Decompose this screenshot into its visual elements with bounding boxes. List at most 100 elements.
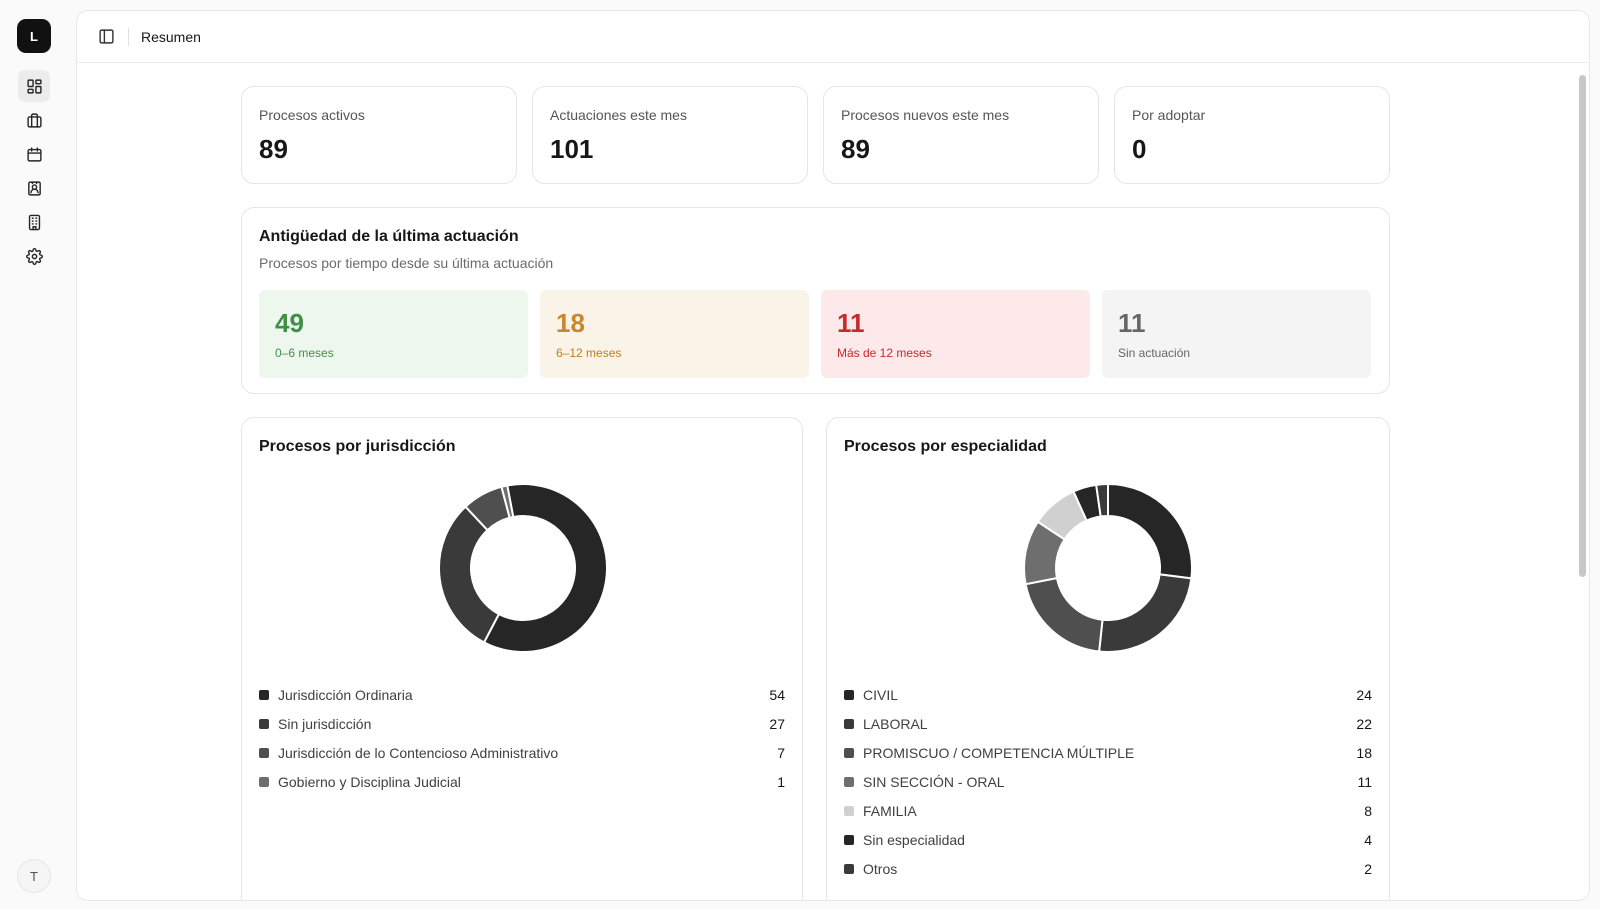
legend-count: 7 [777,744,785,761]
contact-icon [27,180,41,196]
section-subtitle: Procesos por tiempo desde su última actu… [259,255,554,271]
legend-label: Jurisdicción Ordinaria [278,686,413,703]
stat-label: Procesos nuevos este mes [841,107,1010,123]
sidebar-toggle-button[interactable] [94,25,118,49]
bucket-value: 49 [275,308,304,338]
legend-item[interactable]: Jurisdicción de lo Contencioso Administr… [259,738,785,767]
bucket-label: 0–6 meses [275,346,334,360]
age-bucket-over-12[interactable]: 11 Más de 12 meses [821,290,1090,378]
chart-card-jurisdiccion: Procesos por jurisdicción Jurisdicción O… [241,417,803,900]
legend-item[interactable]: Sin especialidad 4 [844,825,1372,854]
age-bucket-0-6[interactable]: 49 0–6 meses [259,290,528,378]
donut-slice[interactable] [1098,573,1193,653]
scrollbar[interactable] [1577,63,1587,900]
dashboard-icon [26,78,42,94]
legend-count: 1 [777,773,785,790]
legend-label: Gobierno y Disciplina Judicial [278,773,461,790]
legend-label: Sin jurisdicción [278,715,372,732]
legend-item[interactable]: FAMILIA 8 [844,796,1372,825]
legend-count: 54 [769,686,785,703]
sidebar-item-contacts[interactable] [18,172,50,204]
legend-swatch [844,776,854,787]
legend-item[interactable]: SIN SECCIÓN - ORAL 11 [844,767,1372,796]
sidebar-item-dashboard[interactable] [18,70,50,102]
donut-slice[interactable] [1107,483,1193,580]
briefcase-icon [26,112,42,128]
legend-count: 24 [1356,686,1372,703]
stat-value: 101 [550,134,594,164]
legend-swatch [844,805,854,816]
sidebar-nav [18,70,50,274]
building-icon [28,214,40,230]
legend-swatch [259,747,269,758]
legend-label: LABORAL [863,715,928,732]
legend-swatch [259,718,269,729]
legend-label: PROMISCUO / COMPETENCIA MÚLTIPLE [863,744,1135,761]
app-logo[interactable]: L [17,19,51,53]
stat-card-new: Procesos nuevos este mes 89 [823,86,1099,184]
age-section: Antigüedad de la última actuación Proces… [241,207,1390,394]
donut-slice[interactable] [1095,483,1109,518]
legend-item[interactable]: CIVIL 24 [844,680,1372,709]
legend-count: 18 [1356,744,1372,761]
legend-label: CIVIL [863,686,899,703]
stat-value: 89 [259,134,288,164]
legend-item[interactable]: Jurisdicción Ordinaria 54 [259,680,785,709]
legend-count: 27 [769,715,785,732]
stat-value: 0 [1132,134,1147,164]
section-title: Antigüedad de la última actuación [259,228,519,245]
sidebar-item-settings[interactable] [18,240,50,272]
legend-swatch [844,689,854,700]
legend-item[interactable]: Sin jurisdicción 27 [259,709,785,738]
age-bucket-none[interactable]: 11 Sin actuación [1102,290,1371,378]
scrollbar-thumb[interactable] [1579,75,1586,577]
legend-label: FAMILIA [863,802,917,819]
top-bar: Resumen [77,11,1589,63]
stat-value: 89 [841,134,870,164]
legend-item[interactable]: PROMISCUO / COMPETENCIA MÚLTIPLE 18 [844,738,1372,767]
bucket-label: 6–12 meses [556,346,622,360]
sidebar-item-offices[interactable] [18,206,50,238]
chart-legend: Jurisdicción Ordinaria 54 Sin jurisdicción… [259,680,785,796]
sidebar-toggle-icon [98,29,114,44]
legend-swatch [844,834,854,845]
sidebar-item-calendar[interactable] [18,138,50,170]
sidebar-item-processes[interactable] [18,104,50,136]
main-panel: Resumen Procesos activos 89 Actuaciones … [76,10,1590,901]
stat-label: Actuaciones este mes [550,107,687,123]
stat-card-active: Procesos activos 89 [241,86,517,184]
divider [128,27,129,46]
legend-label: SIN SECCIÓN - ORAL [863,773,1005,790]
chart-title: Procesos por especialidad [844,438,1047,455]
stat-card-pending: Por adoptar 0 [1114,86,1390,184]
bucket-label: Sin actuación [1118,346,1191,360]
bucket-label: Más de 12 meses [837,346,932,360]
donut-slice[interactable] [1024,576,1104,653]
stat-label: Por adoptar [1132,107,1206,123]
donut-slice[interactable] [500,484,515,519]
age-bucket-6-12[interactable]: 18 6–12 meses [540,290,809,378]
legend-swatch [844,718,854,729]
legend-item[interactable]: Gobierno y Disciplina Judicial 1 [259,767,785,796]
donut-chart [1023,483,1193,653]
bucket-value: 11 [837,308,865,338]
chart-card-especialidad: Procesos por especialidad CIVIL 24 LABORAL… [826,417,1390,900]
donut-slice[interactable] [482,483,608,653]
legend-count: 4 [1364,831,1372,848]
legend-count: 2 [1364,860,1372,877]
legend-swatch [259,776,269,787]
legend-swatch [259,689,269,700]
legend-item[interactable]: LABORAL 22 [844,709,1372,738]
donut-chart [438,483,608,653]
calendar-icon [26,146,42,162]
legend-count: 8 [1364,802,1372,819]
legend-swatch [844,863,854,874]
chart-title: Procesos por jurisdicción [259,438,456,455]
legend-label: Jurisdicción de lo Contencioso Administr… [278,744,559,761]
sidebar: L T [0,0,68,909]
gear-icon [25,247,43,265]
legend-item[interactable]: Otros 2 [844,854,1372,883]
legend-swatch [844,747,854,758]
stat-label: Procesos activos [259,107,365,123]
user-avatar[interactable]: T [17,859,51,893]
